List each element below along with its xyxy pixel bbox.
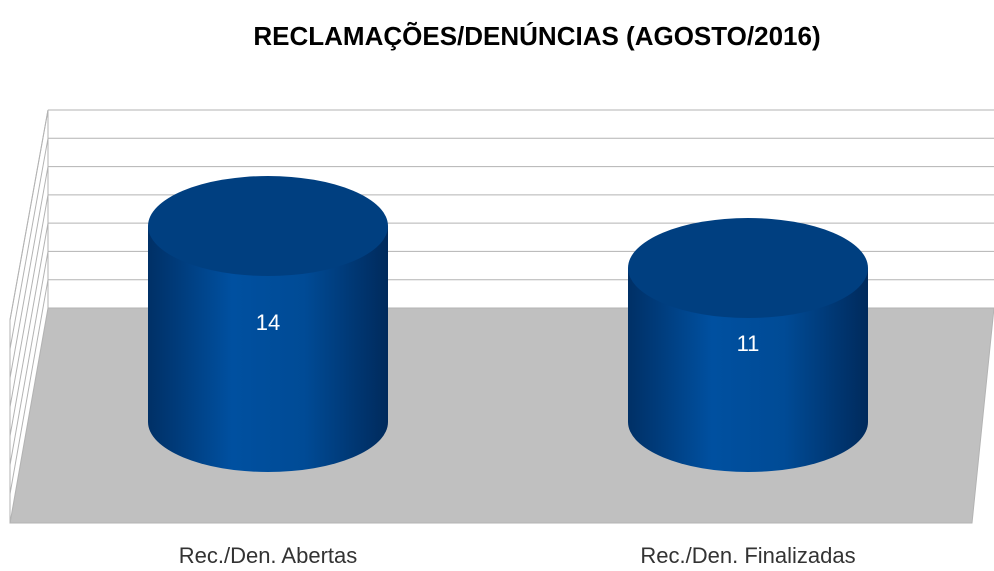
- side-grid-line: [9, 223, 49, 437]
- side-grid-line: [9, 166, 49, 379]
- cylinder-top: [628, 218, 868, 318]
- value-label: 11: [737, 331, 760, 356]
- side-grid-line: [9, 279, 49, 495]
- x-tick-label: Rec./Den. Finalizadas: [640, 543, 855, 568]
- side-grid-line: [9, 194, 49, 408]
- cylinder-body: [628, 268, 868, 472]
- cylinder-top: [148, 176, 388, 276]
- cylinder-body: [148, 226, 388, 472]
- chart-title: RECLAMAÇÕES/DENÚNCIAS (AGOSTO/2016): [253, 21, 820, 51]
- side-grid-line: [9, 109, 49, 321]
- x-tick-label: Rec./Den. Abertas: [179, 543, 358, 568]
- side-grid-line: [9, 138, 49, 350]
- value-label: 14: [256, 310, 280, 335]
- side-grid-line: [9, 251, 49, 466]
